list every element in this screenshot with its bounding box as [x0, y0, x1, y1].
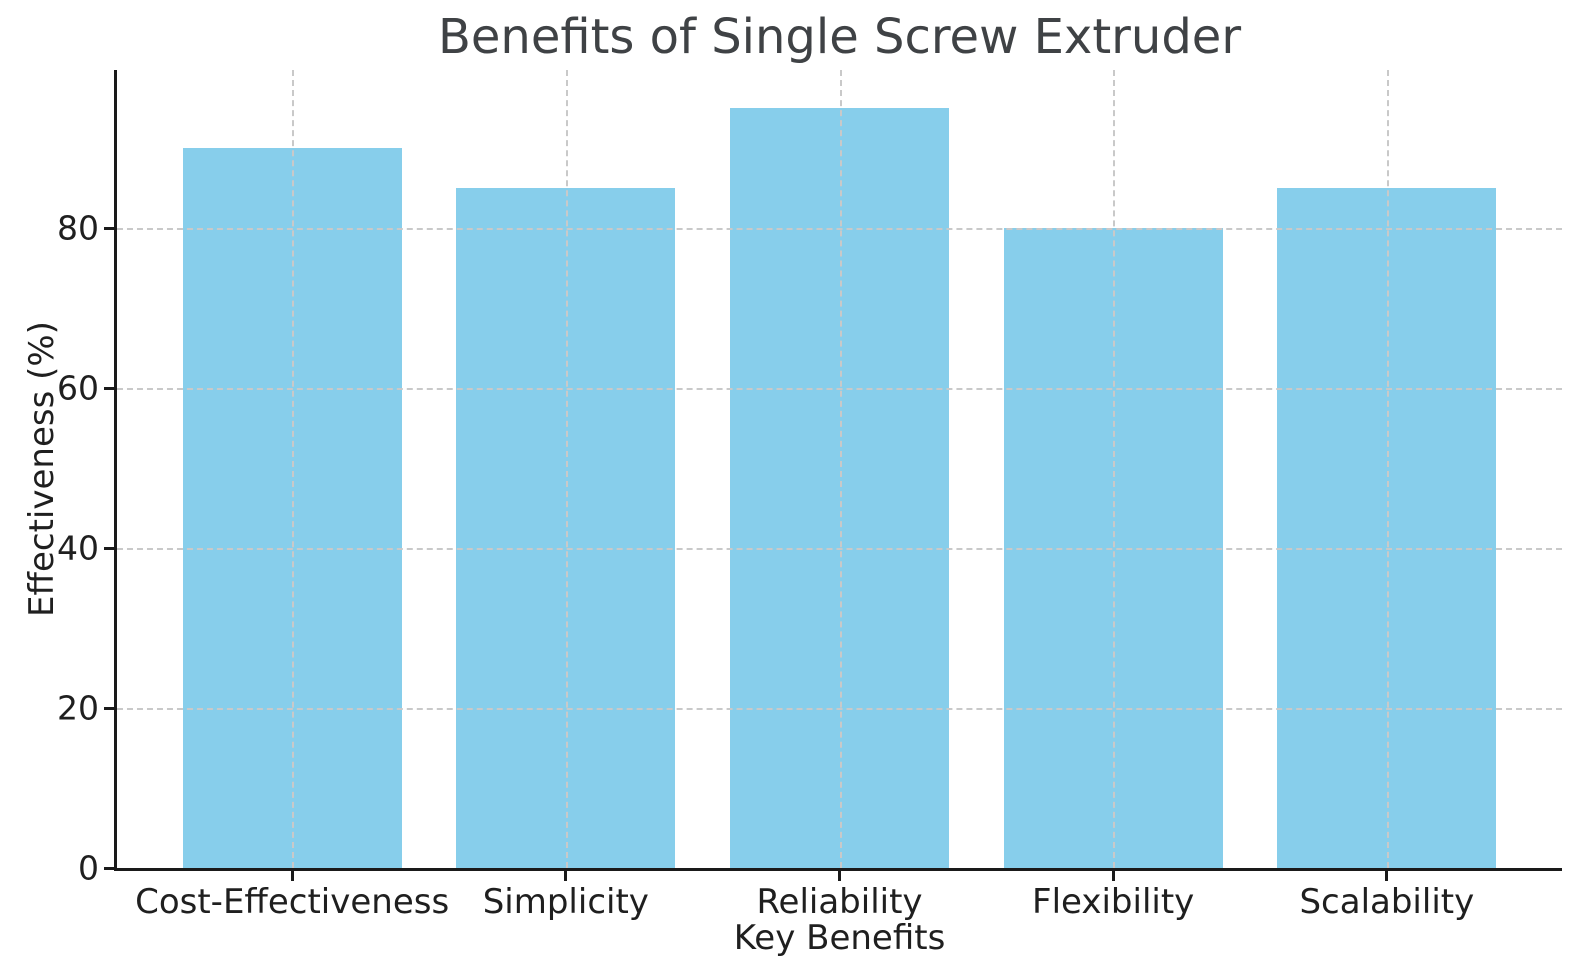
x-tick-simplicity: [564, 871, 568, 881]
y-tick-60: [104, 386, 114, 390]
x-tick-label-reliability: Reliability: [756, 882, 923, 922]
y-tick-label-40: 40: [57, 528, 99, 568]
gridline-x-cost-effectiveness: [292, 70, 295, 868]
gridline-x-flexibility: [1113, 70, 1116, 868]
gridline-y-80: [117, 228, 1562, 230]
gridline-y-40: [117, 548, 1562, 550]
y-tick-label-20: 20: [57, 688, 99, 728]
x-tick-flexibility: [1111, 871, 1115, 881]
chart-title: Benefits of Single Screw Extruder: [437, 9, 1242, 65]
y-tick-0: [104, 866, 114, 870]
x-tick-label-scalability: Scalability: [1299, 882, 1475, 922]
x-axis-label: Key Benefits: [733, 918, 946, 958]
x-tick-reliability: [838, 871, 841, 881]
bar-reliability: [730, 108, 949, 868]
y-tick-label-60: 60: [57, 368, 99, 408]
y-tick-20: [104, 706, 114, 710]
x-tick-label-cost-effectiveness: Cost-Effectiveness: [135, 882, 450, 922]
y-axis-spine: [114, 70, 117, 871]
y-tick-label-0: 0: [78, 848, 99, 888]
x-axis-spine: [114, 868, 1562, 871]
gridline-x-simplicity: [565, 70, 568, 868]
plot-area: Cost-Effectiveness Simplicity Reliability F…: [57, 70, 1562, 922]
gridline-x-scalability: [1386, 70, 1389, 868]
y-tick-label-80: 80: [57, 208, 99, 248]
gridline-y-60: [117, 388, 1562, 390]
gridline-y-20: [117, 708, 1562, 710]
x-tick-label-flexibility: Flexibility: [1032, 882, 1195, 922]
x-tick-cost-effectiveness: [290, 871, 294, 881]
y-tick-80: [104, 226, 114, 230]
x-tick-scalability: [1385, 871, 1389, 881]
y-axis-label: Effectiveness (%): [22, 321, 62, 617]
y-tick-40: [104, 546, 114, 550]
x-tick-label-simplicity: Simplicity: [482, 882, 649, 922]
gridline-x-reliability: [839, 70, 842, 868]
